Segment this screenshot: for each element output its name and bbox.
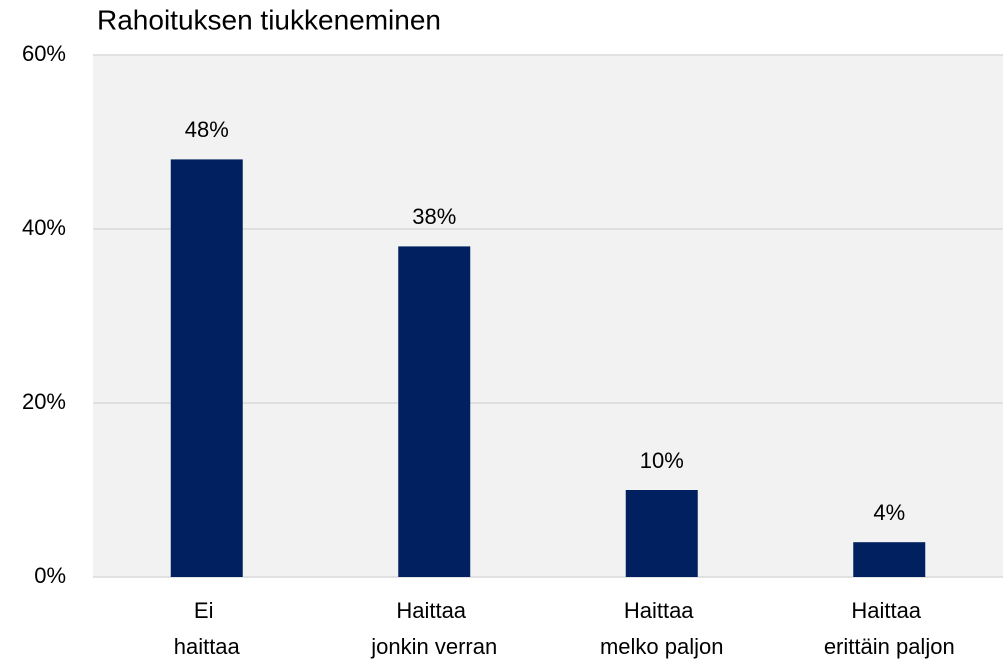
bar bbox=[170, 159, 243, 577]
bar bbox=[398, 246, 471, 577]
y-tick-label: 60% bbox=[22, 41, 66, 66]
x-tick-label: Haittaa erittäin paljon bbox=[824, 598, 955, 659]
data-label: 38% bbox=[412, 204, 456, 229]
data-label: 10% bbox=[640, 448, 684, 473]
chart-title: Rahoituksen tiukkeneminen bbox=[97, 4, 441, 35]
y-tick-label: 0% bbox=[34, 563, 66, 588]
y-tick-label: 20% bbox=[22, 389, 66, 414]
data-label: 48% bbox=[185, 117, 229, 142]
data-label: 4% bbox=[873, 500, 905, 525]
y-tick-label: 40% bbox=[22, 215, 66, 240]
x-tick-label: Haittaa melko paljon bbox=[600, 598, 724, 659]
x-tick-label: Haittaa jonkin verran bbox=[370, 598, 497, 659]
x-tick-label: Ei haittaa bbox=[174, 598, 241, 659]
bar bbox=[853, 542, 926, 577]
bar bbox=[625, 490, 698, 577]
plot-area bbox=[93, 55, 1003, 577]
